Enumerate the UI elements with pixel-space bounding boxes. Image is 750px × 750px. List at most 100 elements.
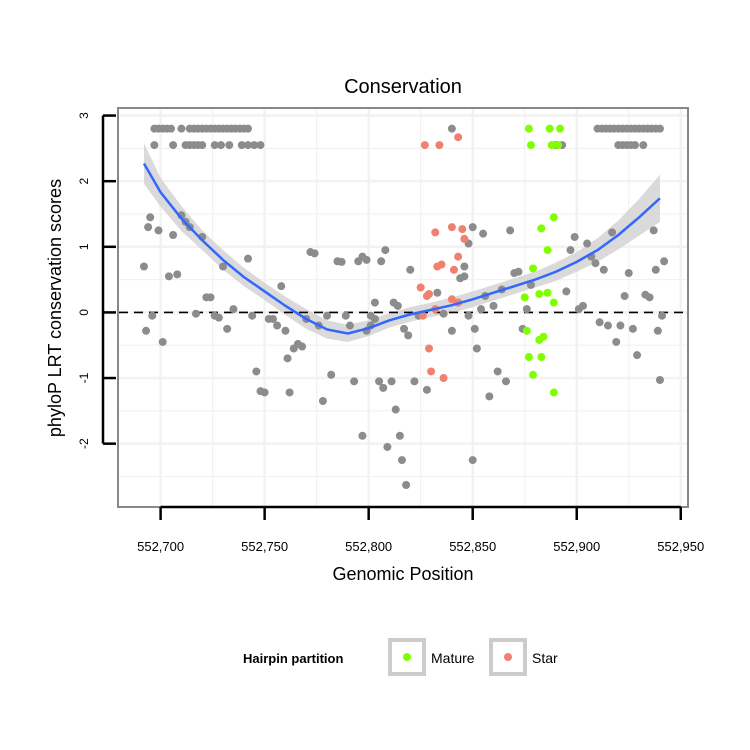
legend-dot-star: [504, 653, 512, 661]
y-tick-label: 0: [77, 309, 91, 316]
y-tick-label: -1: [77, 372, 91, 383]
point-other: [223, 324, 232, 333]
point-other: [645, 293, 654, 302]
point-other: [214, 313, 223, 322]
point-other: [164, 272, 173, 281]
point-other: [206, 293, 215, 302]
point-other: [422, 385, 431, 394]
point-other: [583, 239, 592, 248]
point-other: [370, 298, 379, 307]
point-other: [591, 259, 600, 268]
point-star: [460, 234, 469, 243]
point-other: [395, 431, 404, 440]
point-other: [479, 229, 488, 238]
point-other: [624, 269, 633, 278]
point-other: [402, 481, 411, 490]
point-other: [485, 392, 494, 401]
point-other: [639, 141, 648, 150]
point-mature: [549, 388, 558, 397]
legend-dot-mature: [403, 653, 411, 661]
point-other: [250, 141, 259, 150]
point-other: [169, 230, 178, 239]
point-other: [260, 388, 269, 397]
x-tick-label: 552,750: [241, 539, 288, 554]
point-other: [628, 324, 637, 333]
point-other: [256, 141, 265, 150]
point-other: [501, 377, 510, 386]
confidence-band: [143, 143, 660, 342]
point-other: [439, 309, 448, 318]
point-other: [146, 213, 155, 222]
point-other: [468, 456, 477, 465]
smooth-trend-line: [142, 162, 661, 335]
point-other: [397, 456, 406, 465]
point-other: [599, 265, 608, 274]
point-star: [449, 265, 458, 274]
point-other: [283, 354, 292, 363]
legend-key-star: [489, 638, 527, 676]
chart-title: Conservation: [344, 76, 462, 98]
point-other: [472, 344, 481, 353]
point-other: [595, 318, 604, 327]
point-mature: [520, 293, 529, 302]
point-other: [362, 255, 371, 264]
legend-item-star: Star: [489, 638, 558, 676]
point-other: [177, 124, 186, 133]
point-other: [655, 376, 664, 385]
legend-title: Hairpin partition: [243, 651, 343, 666]
point-other: [608, 228, 617, 237]
point-other: [464, 311, 473, 320]
point-star: [418, 311, 427, 320]
point-mature: [554, 141, 563, 150]
y-tick-label: 2: [77, 178, 91, 185]
point-other: [630, 141, 639, 150]
point-mature: [535, 335, 544, 344]
point-other: [142, 326, 151, 335]
point-other: [655, 124, 664, 133]
point-mature: [529, 370, 538, 379]
point-other: [327, 370, 336, 379]
point-other: [158, 337, 167, 346]
point-other: [243, 141, 252, 150]
point-other: [522, 305, 531, 314]
point-other: [310, 249, 319, 258]
point-other: [620, 292, 629, 301]
point-other: [633, 351, 642, 360]
point-mature: [537, 353, 546, 362]
point-other: [391, 405, 400, 414]
point-other: [237, 141, 246, 150]
series-mature: [520, 124, 565, 397]
point-other: [318, 397, 327, 406]
point-star: [431, 228, 440, 237]
point-other: [139, 262, 148, 271]
point-other: [252, 367, 261, 376]
point-other: [273, 321, 282, 330]
point-star: [458, 225, 467, 234]
x-tick-label: 552,800: [345, 539, 392, 554]
x-axis-label: Genomic Position: [332, 564, 473, 584]
point-other: [381, 246, 390, 255]
point-other: [281, 326, 290, 335]
point-other: [658, 311, 667, 320]
point-other: [433, 288, 442, 297]
point-other: [144, 223, 153, 232]
point-other: [268, 314, 277, 323]
point-other: [243, 124, 252, 133]
point-other: [167, 124, 176, 133]
point-mature: [547, 141, 556, 150]
point-other: [154, 226, 163, 235]
point-other: [191, 309, 200, 318]
point-other: [393, 301, 402, 310]
point-star: [427, 367, 436, 376]
point-other: [375, 377, 384, 386]
point-other: [470, 324, 479, 333]
point-other: [649, 226, 658, 235]
point-star: [454, 133, 463, 142]
point-mature: [545, 124, 554, 133]
point-other: [447, 124, 456, 133]
point-other: [493, 367, 502, 376]
point-other: [489, 301, 498, 310]
data-points: [139, 124, 669, 490]
point-other: [350, 377, 359, 386]
